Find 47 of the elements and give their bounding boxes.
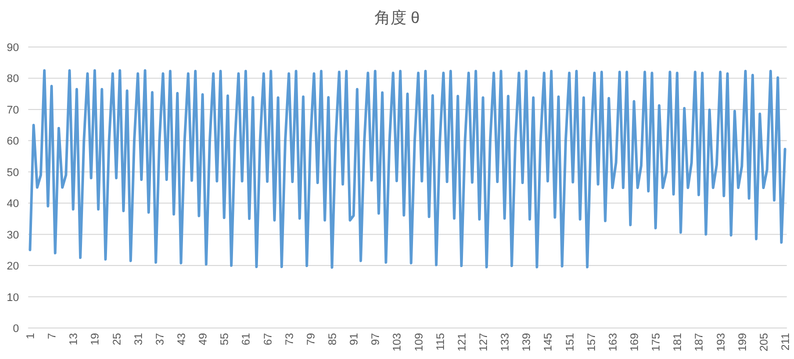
y-tick-label: 60 — [6, 136, 19, 148]
x-tick-label: 67 — [262, 333, 274, 346]
x-tick-label: 193 — [715, 333, 728, 352]
x-tick-label: 103 — [392, 333, 404, 352]
x-tick-label: 139 — [521, 333, 534, 352]
x-tick-label: 49 — [198, 333, 210, 346]
x-tick-label: 73 — [284, 333, 296, 346]
x-tick-label: 79 — [305, 333, 318, 346]
x-tick-label: 211 — [780, 333, 792, 351]
x-tick-label: 133 — [500, 333, 512, 352]
x-tick-label: 43 — [176, 333, 188, 346]
x-tick-label: 13 — [68, 333, 80, 346]
y-tick-label: 40 — [6, 198, 19, 210]
x-tick-label: 145 — [542, 333, 555, 352]
x-tick-label: 1 — [25, 333, 37, 340]
chart-title: 角度 θ — [374, 9, 420, 27]
x-tick-label: 55 — [219, 333, 232, 346]
y-tick-label: 0 — [12, 323, 19, 335]
y-tick-label: 10 — [6, 292, 19, 304]
x-tick-label: 25 — [111, 333, 124, 346]
x-tick-label: 85 — [327, 333, 339, 346]
x-tick-label: 61 — [240, 333, 253, 346]
x-tick-label: 19 — [90, 333, 102, 346]
x-tick-label: 7 — [46, 333, 59, 340]
y-tick-label: 90 — [6, 42, 19, 54]
x-tick-label: 31 — [132, 333, 145, 346]
x-tick-label: 187 — [694, 333, 706, 352]
y-tick-label: 20 — [6, 260, 19, 273]
x-tick-label: 91 — [348, 333, 361, 346]
x-tick-label: 205 — [758, 333, 770, 352]
x-tick-label: 109 — [413, 333, 426, 352]
x-tick-label: 157 — [586, 333, 598, 352]
x-tick-label: 169 — [629, 333, 641, 352]
y-tick-label: 30 — [6, 229, 19, 242]
x-tick-label: 115 — [434, 333, 447, 351]
x-tick-label: 181 — [672, 333, 684, 352]
x-tick-label: 37 — [154, 333, 166, 346]
x-tick-label: 97 — [370, 333, 382, 346]
y-tick-label: 80 — [6, 73, 19, 86]
x-tick-label: 163 — [607, 333, 620, 352]
y-tick-label: 50 — [6, 166, 19, 179]
x-tick-label: 127 — [478, 333, 490, 352]
x-tick-label: 175 — [650, 333, 663, 352]
y-tick-label: 70 — [6, 104, 19, 116]
x-tick-label: 121 — [456, 333, 468, 352]
x-tick-label: 199 — [736, 333, 749, 352]
x-tick-label: 151 — [564, 333, 576, 352]
